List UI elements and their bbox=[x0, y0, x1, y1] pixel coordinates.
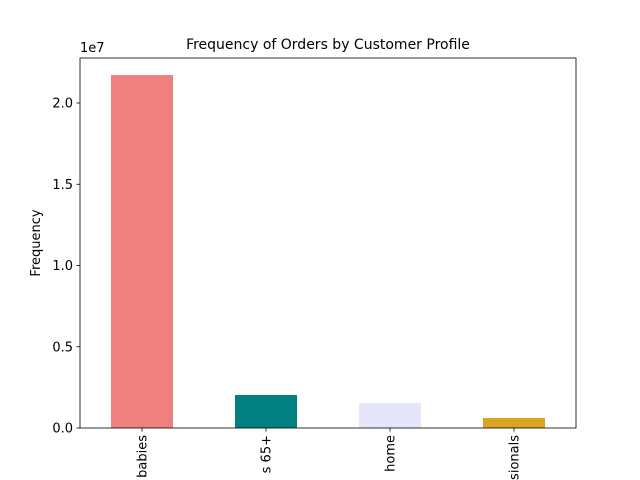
y-tick-label: 1.5 bbox=[52, 178, 73, 193]
y-tick-label: 0.0 bbox=[52, 422, 73, 437]
axes-frame bbox=[79, 57, 577, 429]
y-tick-label: 1.0 bbox=[52, 259, 73, 274]
bar bbox=[111, 75, 173, 428]
x-tick-label: home bbox=[384, 435, 399, 472]
x-tick-label: s 65+ bbox=[260, 435, 275, 473]
bar bbox=[483, 418, 545, 428]
y-tick-label: 0.5 bbox=[52, 340, 73, 355]
bar bbox=[235, 395, 297, 428]
x-tick-label: sionals bbox=[508, 435, 523, 480]
y-axis-label: Frequency bbox=[29, 209, 44, 276]
x-tick-label: babies bbox=[136, 435, 151, 478]
chart-title: Frequency of Orders by Customer Profile bbox=[186, 37, 470, 53]
y-tick-label: 2.0 bbox=[52, 97, 73, 112]
bar bbox=[359, 402, 421, 428]
y-offset-label: 1e7 bbox=[80, 41, 105, 56]
